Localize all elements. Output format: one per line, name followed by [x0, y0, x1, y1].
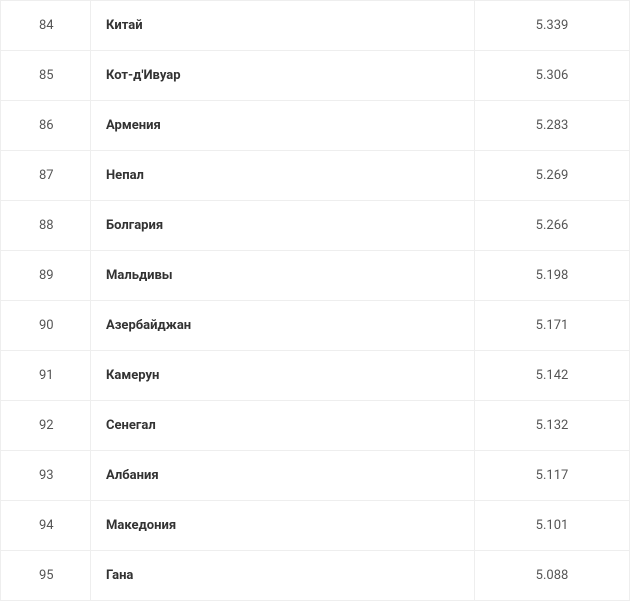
- country-cell: Азербайджан: [91, 301, 475, 351]
- score-cell: 5.171: [475, 301, 630, 351]
- score-cell: 5.117: [475, 451, 630, 501]
- rank-cell: 85: [1, 51, 91, 101]
- score-cell: 5.132: [475, 401, 630, 451]
- table-row: 87 Непал 5.269: [1, 151, 630, 201]
- country-cell: Македония: [91, 501, 475, 551]
- table-row: 93 Албания 5.117: [1, 451, 630, 501]
- country-cell: Албания: [91, 451, 475, 501]
- country-cell: Армения: [91, 101, 475, 151]
- country-cell: Китай: [91, 1, 475, 51]
- country-cell: Камерун: [91, 351, 475, 401]
- score-cell: 5.266: [475, 201, 630, 251]
- rank-cell: 87: [1, 151, 91, 201]
- score-cell: 5.339: [475, 1, 630, 51]
- country-cell: Сенегал: [91, 401, 475, 451]
- rank-cell: 88: [1, 201, 91, 251]
- table-row: 89 Мальдивы 5.198: [1, 251, 630, 301]
- country-cell: Гана: [91, 551, 475, 601]
- table-row: 90 Азербайджан 5.171: [1, 301, 630, 351]
- score-cell: 5.306: [475, 51, 630, 101]
- table-row: 91 Камерун 5.142: [1, 351, 630, 401]
- table-row: 84 Китай 5.339: [1, 1, 630, 51]
- score-cell: 5.283: [475, 101, 630, 151]
- rank-cell: 86: [1, 101, 91, 151]
- rank-cell: 91: [1, 351, 91, 401]
- rank-cell: 93: [1, 451, 91, 501]
- country-cell: Непал: [91, 151, 475, 201]
- score-cell: 5.198: [475, 251, 630, 301]
- table-row: 88 Болгария 5.266: [1, 201, 630, 251]
- rank-cell: 90: [1, 301, 91, 351]
- country-cell: Мальдивы: [91, 251, 475, 301]
- rank-cell: 92: [1, 401, 91, 451]
- score-cell: 5.269: [475, 151, 630, 201]
- table-row: 92 Сенегал 5.132: [1, 401, 630, 451]
- table-row: 86 Армения 5.283: [1, 101, 630, 151]
- score-cell: 5.088: [475, 551, 630, 601]
- ranking-table: 84 Китай 5.339 85 Кот-д'Ивуар 5.306 86 А…: [0, 0, 630, 601]
- ranking-table-body: 84 Китай 5.339 85 Кот-д'Ивуар 5.306 86 А…: [1, 1, 630, 601]
- table-row: 85 Кот-д'Ивуар 5.306: [1, 51, 630, 101]
- rank-cell: 84: [1, 1, 91, 51]
- country-cell: Кот-д'Ивуар: [91, 51, 475, 101]
- score-cell: 5.142: [475, 351, 630, 401]
- score-cell: 5.101: [475, 501, 630, 551]
- table-row: 95 Гана 5.088: [1, 551, 630, 601]
- rank-cell: 94: [1, 501, 91, 551]
- rank-cell: 95: [1, 551, 91, 601]
- country-cell: Болгария: [91, 201, 475, 251]
- table-row: 94 Македония 5.101: [1, 501, 630, 551]
- rank-cell: 89: [1, 251, 91, 301]
